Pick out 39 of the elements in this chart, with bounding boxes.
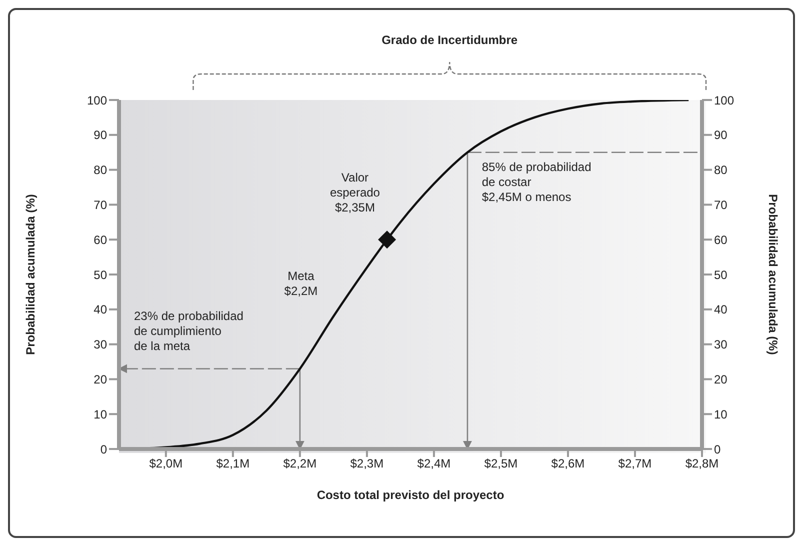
y-tick-label: 100 (86, 93, 108, 108)
y-tick-label: 60 (94, 232, 108, 247)
annotation: 85% de probabilidad de costar $2,45M o menos (482, 160, 592, 204)
annotation: Valor esperado $2,35M (330, 170, 380, 214)
y-tick-label: 20 (94, 372, 108, 386)
y2-axis-title: Probabilidad acumulada (%) (766, 194, 780, 355)
x-tick-label: $2,4M (417, 456, 451, 471)
x-tick-label: $2,1M (216, 456, 250, 471)
y2-tick-label: 90 (714, 128, 728, 142)
annotation: Meta $2,2M (284, 269, 318, 298)
y-tick-label: 30 (94, 338, 108, 352)
y2-tick-label: 50 (714, 268, 728, 282)
y-tick-label: 90 (94, 128, 108, 142)
y2-tick-label: 30 (714, 338, 728, 352)
x-tick-label: $2,3M (350, 456, 384, 471)
text: Grado de Incertidumbre (382, 33, 518, 47)
y2-tick-label: 70 (714, 198, 728, 212)
y-axis-title: Probabilidad acumulada (%) (23, 194, 38, 355)
y2-tick-label: 20 (714, 372, 728, 386)
x-tick-label: $2,5M (484, 456, 518, 471)
x-tick-label: $2,2M (283, 456, 317, 471)
y-tick-label: 50 (94, 268, 108, 282)
annotation: 23% de probabilidad de cumplimiento de la meta (134, 308, 244, 353)
x-tick-label: $2,8M (685, 456, 719, 471)
y-tick-label: 40 (94, 302, 108, 317)
x-axis-title: Costo total previsto del proyecto (316, 488, 504, 502)
y2-tick-label: 100 (714, 93, 734, 108)
y-tick-label: 0 (100, 442, 108, 456)
x-tick-label: $2,6M (551, 456, 585, 471)
y2-tick-label: 80 (714, 163, 728, 178)
y2-tick-label: 40 (714, 302, 728, 317)
y-tick-label: 10 (94, 407, 108, 422)
y-tick-label: 70 (94, 198, 108, 212)
x-tick-label: $2,7M (618, 456, 652, 471)
y2-tick-label: 10 (714, 407, 728, 422)
x-tick-label: $2,0M (149, 456, 183, 471)
y2-tick-label: 60 (714, 232, 728, 247)
y-tick-label: 80 (94, 163, 108, 178)
y2-tick-label: 0 (714, 442, 721, 456)
